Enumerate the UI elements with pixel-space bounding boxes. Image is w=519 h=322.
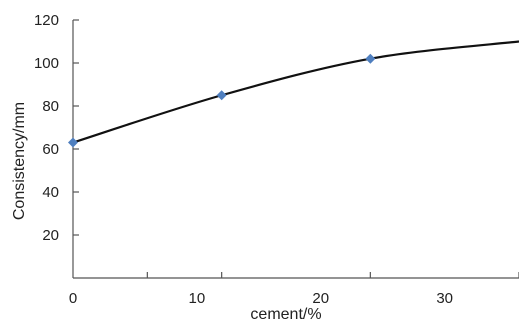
series-line (72, 40, 519, 144)
y-tick-label: 100 (34, 55, 59, 72)
y-tick-label: 40 (42, 184, 59, 201)
y-tick-label: 80 (42, 98, 59, 115)
y-axis-title: Consistency/mm (11, 102, 28, 220)
y-tick-label: 120 (34, 12, 59, 29)
axes (72, 20, 519, 279)
x-tick-label: 10 (189, 290, 206, 307)
series-layer (68, 40, 519, 148)
x-axis-title: cement/% (250, 306, 321, 322)
y-tick-label: 60 (42, 141, 59, 158)
x-ticks: 0 10 20 30 (69, 272, 519, 307)
data-point-marker (216, 90, 227, 101)
x-tick-label: 0 (69, 290, 77, 307)
x-tick-label: 20 (312, 290, 329, 307)
y-ticks: 20 40 60 80 100 120 (34, 12, 79, 244)
x-tick-label: 30 (436, 290, 453, 307)
data-point-marker (68, 137, 78, 148)
data-point-marker (365, 53, 376, 64)
y-tick-label: 20 (42, 227, 59, 244)
